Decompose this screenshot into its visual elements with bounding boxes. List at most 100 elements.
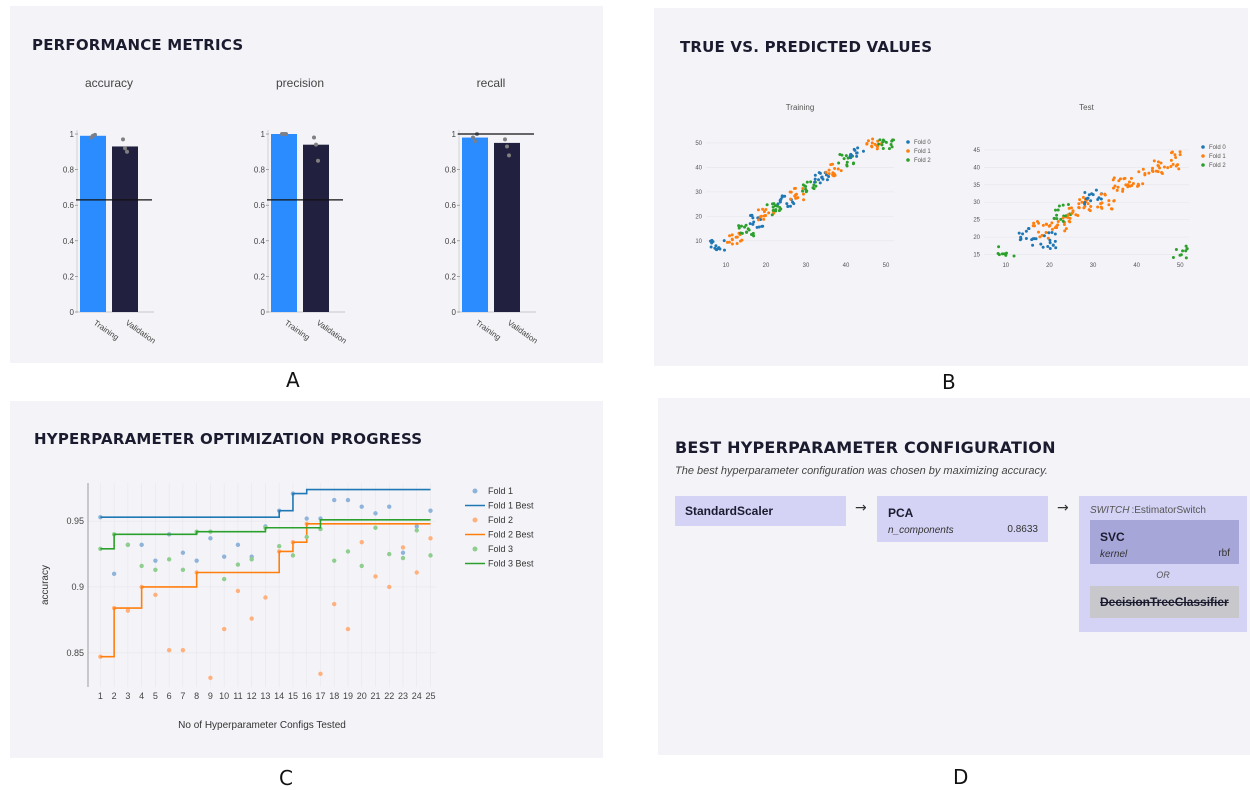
scatter-point [743,225,747,229]
x-tick-label: Training [283,318,312,342]
data-point-fold-1 [428,508,433,513]
legend-label: Fold 2 [1209,163,1226,169]
svc-param-name: kernel [1100,549,1128,560]
scatter-point [1019,235,1023,239]
x-tick-label: 23 [398,691,408,701]
legend-label: Fold 1 [1209,154,1226,160]
fold-point [314,142,318,147]
scatter-point [1089,199,1093,203]
scatter-point [1031,243,1035,247]
scatter-point [752,220,756,224]
scatter-point [825,178,829,182]
scatter-point [845,160,849,164]
scatter-point [1083,190,1087,194]
y-tick-label: 0.6 [445,201,457,210]
data-point-fold-3 [166,557,172,562]
data-point-fold-2 [249,616,254,621]
step-pca[interactable]: PCA n_components 0.8633 [877,496,1048,542]
subplot-title: Test [1079,103,1094,112]
scatter-point [1178,150,1182,154]
scatter-point [846,156,850,160]
metric-title-precision: precision [276,76,324,90]
performance-metrics-title: PERFORMANCE METRICS [32,36,244,54]
scatter-point [1126,183,1130,187]
scatter-point [804,185,808,189]
y-tick-label: 0.6 [63,201,75,210]
scatter-point [728,234,732,238]
scatter-point [1112,199,1116,203]
x-tick-label: 11 [233,691,242,701]
data-point-fold-3 [276,543,282,549]
scatter-point [792,202,796,206]
scatter-point [821,177,825,181]
scatter-point [727,240,731,244]
scatter-point [1099,197,1103,201]
scatter-point [889,143,893,147]
data-point-fold-3 [304,534,309,540]
option-svc[interactable]: SVC kernel rbf [1090,520,1239,564]
scatter-point [1053,239,1057,243]
scatter-point [1080,200,1084,204]
y-tick-label: 50 [695,141,702,147]
option-decisiontree[interactable]: DecisionTreeClassifier [1090,586,1239,618]
bar-training-recall [462,137,488,312]
scatter-point [730,233,734,237]
scatter-point [1047,231,1051,235]
x-tick-label: 18 [329,691,339,701]
step-standardscaler[interactable]: StandardScaler [675,496,846,526]
y-tick-label: 10 [695,239,702,245]
scatter-point [890,139,894,143]
estimator-switch[interactable]: SWITCH:EstimatorSwitch SVC kernel rbf OR… [1079,496,1247,632]
scatter-point [1056,223,1060,227]
scatter-point [1024,237,1028,241]
legend-marker [906,149,910,153]
legend-marker [1201,154,1205,158]
bar-validation-recall [494,142,520,312]
scatter-point [1185,247,1189,251]
scatter-point [1018,238,1022,242]
data-point-fold-3 [180,567,186,573]
fold-point [471,135,475,140]
switch-keyword: SWITCH [1090,505,1130,516]
scatter-point [827,172,831,176]
fold-point [312,135,316,140]
scatter-point [1064,227,1068,231]
scatter-point [735,242,739,246]
x-tick-label: 50 [883,263,890,269]
scatter-point [709,245,713,249]
y-tick-label: 0.8 [445,166,457,175]
data-point-fold-3 [290,553,296,558]
scatter-point [786,204,790,208]
scatter-point [789,190,793,194]
scatter-point [776,202,780,206]
x-tick-label: Training [474,318,503,342]
data-point-fold-3 [414,528,419,533]
y-tick-label: 1 [452,130,457,139]
metric-title-recall: recall [477,76,506,90]
scatter-point [855,151,859,155]
y-tick-label: 40 [973,165,980,171]
y-tick-label: 45 [973,148,980,154]
scatter-point [1176,163,1180,167]
scatter-point [880,143,884,147]
data-point-fold-3 [125,542,131,548]
scatter-point [996,252,1000,256]
scatter-point [1121,187,1125,191]
fold-point [473,139,477,144]
scatter-point [722,248,726,252]
scatter-point [750,214,754,218]
scatter-point [1053,232,1057,236]
scatter-point [839,169,843,173]
y-tick-label: 0.4 [445,237,457,246]
true-vs-predicted-panel: TRUE VS. PREDICTED VALUES Training 10 20 30… [654,8,1248,366]
legend-label: Fold 0 [1209,145,1226,151]
scatter-point [844,154,848,158]
scatter-point [1156,163,1160,167]
data-point-fold-3 [345,549,351,554]
scatter-point [1056,220,1060,224]
data-point-fold-1 [414,524,419,529]
data-point-fold-2 [428,536,433,541]
scatter-point [1084,197,1088,201]
scatter-point [853,148,857,152]
data-point-fold-2 [387,584,392,590]
